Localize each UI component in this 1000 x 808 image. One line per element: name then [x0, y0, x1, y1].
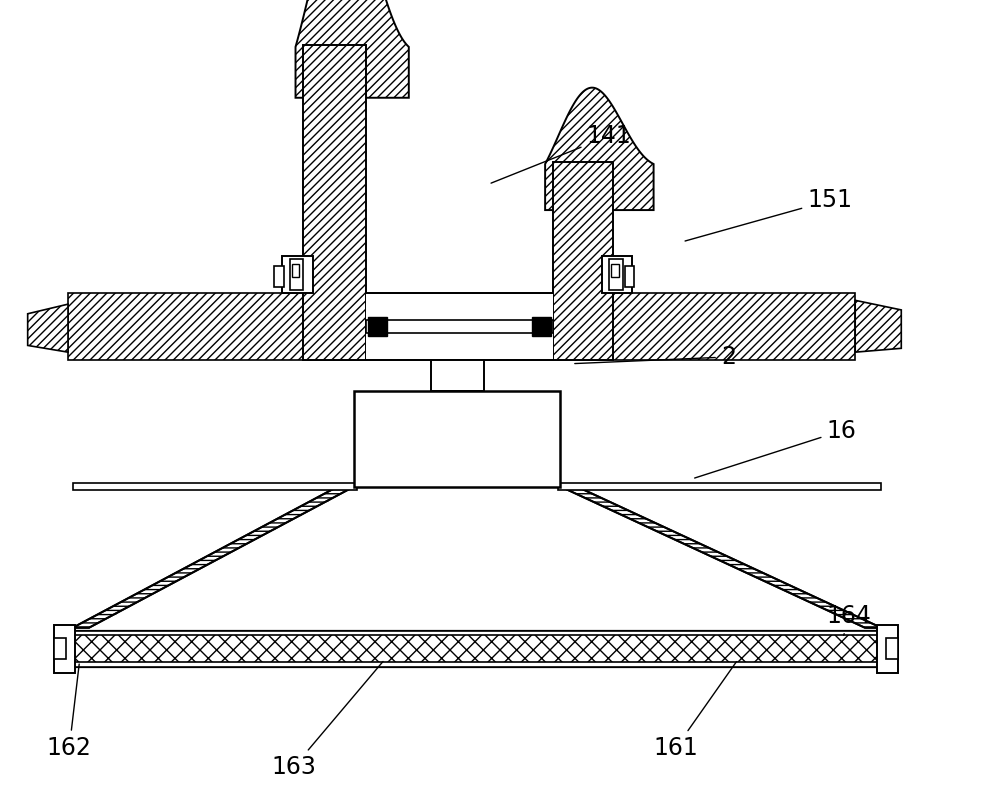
- Bar: [368, 317, 387, 336]
- Bar: [366, 319, 553, 333]
- Polygon shape: [553, 162, 613, 360]
- Text: 16: 16: [695, 419, 856, 478]
- Bar: [73, 482, 357, 490]
- Polygon shape: [68, 292, 855, 360]
- Bar: [54, 638, 66, 659]
- Polygon shape: [303, 45, 366, 360]
- Bar: [73, 663, 879, 667]
- Bar: [532, 317, 551, 336]
- Bar: [625, 266, 634, 287]
- Polygon shape: [855, 301, 901, 352]
- Bar: [73, 630, 879, 667]
- Bar: [282, 256, 313, 292]
- Polygon shape: [560, 486, 881, 628]
- Text: 141: 141: [491, 124, 631, 183]
- Bar: [602, 256, 632, 292]
- Bar: [54, 625, 75, 673]
- Bar: [290, 259, 303, 290]
- Bar: [292, 264, 299, 277]
- Polygon shape: [73, 486, 354, 628]
- Bar: [558, 482, 881, 490]
- Bar: [73, 630, 879, 635]
- Bar: [886, 638, 898, 659]
- Bar: [609, 259, 623, 290]
- Polygon shape: [296, 0, 409, 98]
- Bar: [877, 625, 898, 673]
- Polygon shape: [28, 304, 68, 352]
- Text: 161: 161: [654, 662, 736, 760]
- Bar: [431, 360, 484, 390]
- Text: 163: 163: [272, 662, 383, 779]
- Text: 151: 151: [685, 188, 852, 241]
- Bar: [366, 293, 553, 359]
- Polygon shape: [545, 87, 654, 210]
- Bar: [274, 266, 284, 287]
- Text: 162: 162: [47, 664, 92, 760]
- Bar: [611, 264, 619, 277]
- Text: 2: 2: [575, 345, 736, 369]
- Text: 164: 164: [826, 604, 871, 635]
- Bar: [354, 390, 560, 486]
